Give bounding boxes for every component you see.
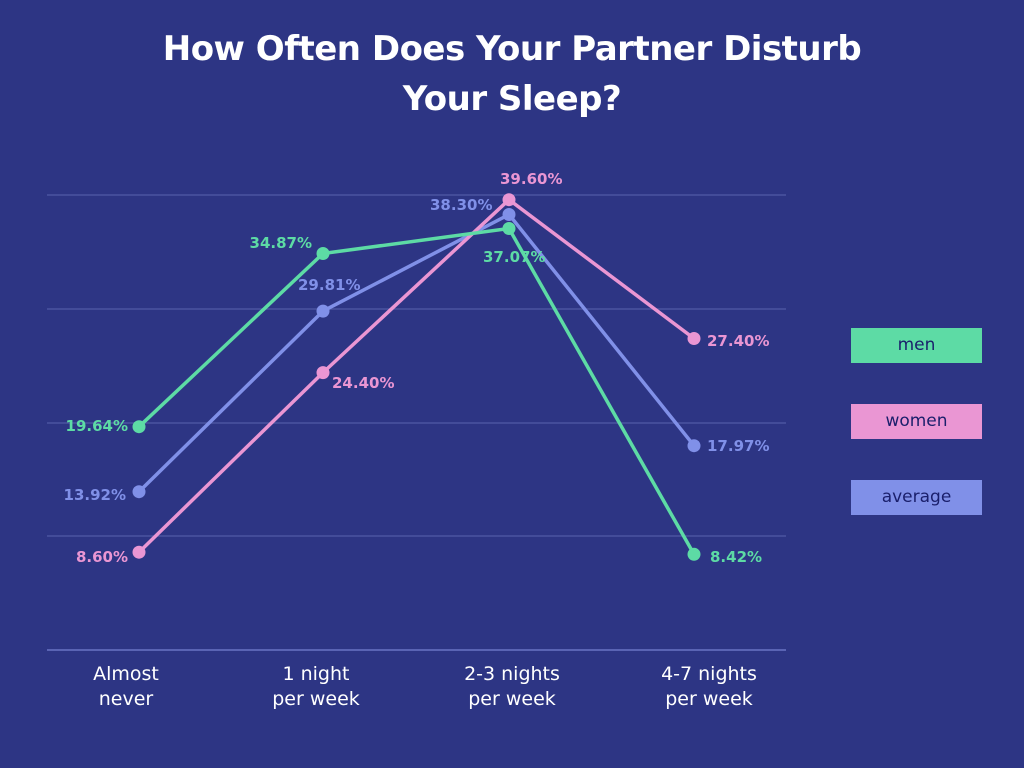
chart-title-line1: How Often Does Your Partner Disturb — [162, 29, 862, 69]
legend-men[interactable]: men — [851, 328, 982, 363]
series-average — [132, 208, 701, 499]
point-men-3[interactable] — [687, 547, 701, 561]
data-label-average-0: 13.92% — [64, 486, 126, 504]
line-men — [137, 226, 696, 556]
series-men — [132, 222, 701, 561]
x-tick-4-7-nights: 4-7 nights per week — [661, 663, 757, 710]
series-women — [132, 193, 701, 559]
data-label-men-3: 8.42% — [710, 548, 762, 566]
point-women-1[interactable] — [316, 366, 330, 380]
x-tick-almost-never: Almost never — [93, 663, 159, 710]
point-women-0[interactable] — [132, 545, 146, 559]
data-label-women-3: 27.40% — [707, 332, 769, 350]
data-label-women-2: 39.60% — [500, 170, 562, 188]
legend-women[interactable]: women — [851, 404, 982, 439]
data-label-average-2: 38.30% — [430, 196, 492, 214]
line-average — [137, 212, 696, 493]
line-women — [137, 197, 696, 554]
gridlines — [47, 194, 786, 537]
data-label-women-1: 24.40% — [332, 374, 394, 392]
point-average-0[interactable] — [132, 485, 146, 499]
legend-average-label: average — [881, 487, 952, 507]
point-average-1[interactable] — [316, 304, 330, 318]
legend-men-label: men — [897, 335, 936, 355]
data-label-men-0: 19.64% — [66, 417, 128, 435]
point-average-3[interactable] — [687, 439, 701, 453]
x-tick-1-night: 1 night per week — [272, 663, 360, 710]
data-labels: 19.64% 34.87% 37.07% 8.42% 8.60% 24.40% 39.60%… — [64, 170, 770, 566]
legend-average[interactable]: average — [851, 480, 982, 515]
point-women-3[interactable] — [687, 332, 701, 345]
chart-title-line2: Your Sleep? — [402, 79, 622, 119]
x-tick-2-3-nights: 2-3 nights per week — [464, 663, 560, 710]
chart-title: How Often Does Your Partner Disturb Your… — [0, 24, 1024, 124]
point-men-2[interactable] — [502, 222, 516, 235]
point-women-2[interactable] — [502, 193, 516, 207]
point-men-0[interactable] — [132, 420, 146, 434]
data-label-average-1: 29.81% — [298, 276, 360, 294]
series-lines — [132, 193, 701, 561]
point-average-2[interactable] — [502, 208, 516, 221]
legend-women-label: women — [885, 411, 948, 431]
data-label-average-3: 17.97% — [707, 437, 769, 455]
data-label-men-1: 34.87% — [250, 234, 312, 252]
data-label-women-0: 8.60% — [76, 548, 128, 566]
point-men-1[interactable] — [316, 247, 330, 260]
data-label-men-2: 37.07% — [483, 248, 545, 266]
